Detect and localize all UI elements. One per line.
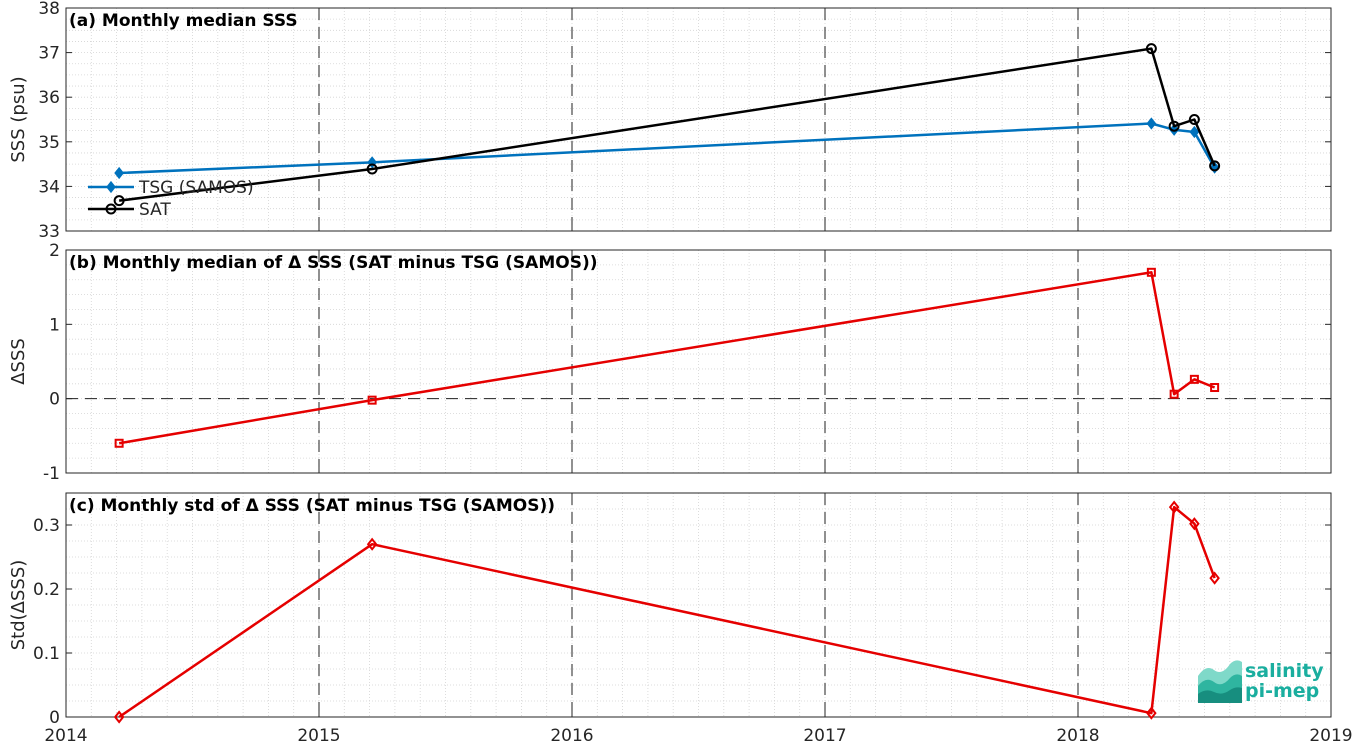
data-point [1169, 389, 1179, 399]
x-tick-label: 2016 [550, 726, 593, 745]
data-point [1168, 120, 1180, 132]
data-point [1209, 160, 1221, 172]
data-point [1189, 517, 1200, 531]
legend: TSG (SAMOS)SAT [88, 178, 254, 220]
y-tick-label: 0 [49, 390, 60, 410]
y-axis-label: Std(ΔSSS) [8, 560, 29, 651]
axes-frame [65, 7, 1332, 232]
series-line [118, 505, 1216, 719]
chart-panel-1: -1 0 1 2 ΔSSS (b) Monthly median of Δ SSS (SA… [8, 241, 1332, 484]
data-point [1209, 571, 1220, 585]
x-tick-label: 2019 [1309, 726, 1352, 745]
panel-title: (a) Monthly median SSS [69, 11, 298, 31]
data-point [114, 438, 124, 448]
series-1 [113, 43, 1221, 207]
logo-text-line2: pi-mep [1245, 680, 1319, 702]
logo-text-line1: salinity [1245, 660, 1324, 682]
y-tick-label: 33 [38, 222, 60, 242]
data-point [1146, 117, 1157, 130]
data-point [113, 710, 125, 724]
y-tick-label: 38 [38, 0, 60, 19]
y-tick-label: 0 [49, 708, 60, 728]
y-tick-label: 34 [38, 177, 60, 197]
y-tick-label: 0.2 [33, 580, 60, 600]
x-tick-label: 2017 [803, 726, 846, 745]
y-axis-label: SSS (psu) [8, 76, 29, 162]
legend-label: TSG (SAMOS) [138, 178, 254, 198]
chart-panel-0: 33 34 35 36 37 38 SSS (psu) (a) Monthly median … [8, 0, 1332, 242]
y-tick-label: 37 [38, 44, 60, 64]
x-tick-label: 2018 [1056, 726, 1099, 745]
x-tick-label: 2014 [44, 726, 87, 745]
y-tick-label: 0.1 [33, 644, 60, 664]
data-point [1210, 383, 1220, 393]
data-point [1146, 706, 1157, 720]
axes-frame [65, 492, 1332, 718]
y-tick-label: 2 [49, 241, 60, 261]
data-point [114, 166, 125, 180]
data-point [366, 163, 378, 175]
y-tick-label: 1 [49, 315, 60, 335]
y-axis-label: ΔSSS [8, 338, 29, 385]
y-tick-label: -1 [43, 464, 60, 484]
axes-frame [65, 249, 1332, 474]
logo: salinity pi-mep [1198, 660, 1324, 703]
data-point [1146, 267, 1156, 277]
data-point [367, 395, 377, 405]
x-tick-label: 2015 [297, 726, 340, 745]
panel-title: (b) Monthly median of Δ SSS (SAT minus T… [69, 253, 598, 273]
data-point [1145, 43, 1157, 55]
data-point [1189, 125, 1200, 139]
data-point [366, 537, 378, 551]
chart-panel-2: 0 0.1 0.2 0.3 2014 2015 2016 2017 2018 2019 Std(ΔS… [8, 492, 1353, 745]
y-tick-label: 36 [38, 88, 60, 108]
legend-marker [105, 203, 117, 215]
series-0 [114, 267, 1220, 448]
y-tick-label: 0.3 [33, 516, 60, 536]
panel-title: (c) Monthly std of Δ SSS (SAT minus TSG … [69, 496, 555, 516]
series-line [119, 122, 1216, 175]
series-0 [113, 500, 1220, 724]
y-tick-label: 35 [38, 133, 60, 153]
data-point [1188, 114, 1200, 125]
legend-marker [106, 180, 116, 194]
data-point [113, 195, 125, 207]
data-point [1168, 500, 1180, 514]
data-point [1189, 374, 1199, 384]
legend-label: SAT [139, 200, 171, 220]
series-line [118, 47, 1216, 202]
wave-logo-icon [1198, 660, 1242, 703]
